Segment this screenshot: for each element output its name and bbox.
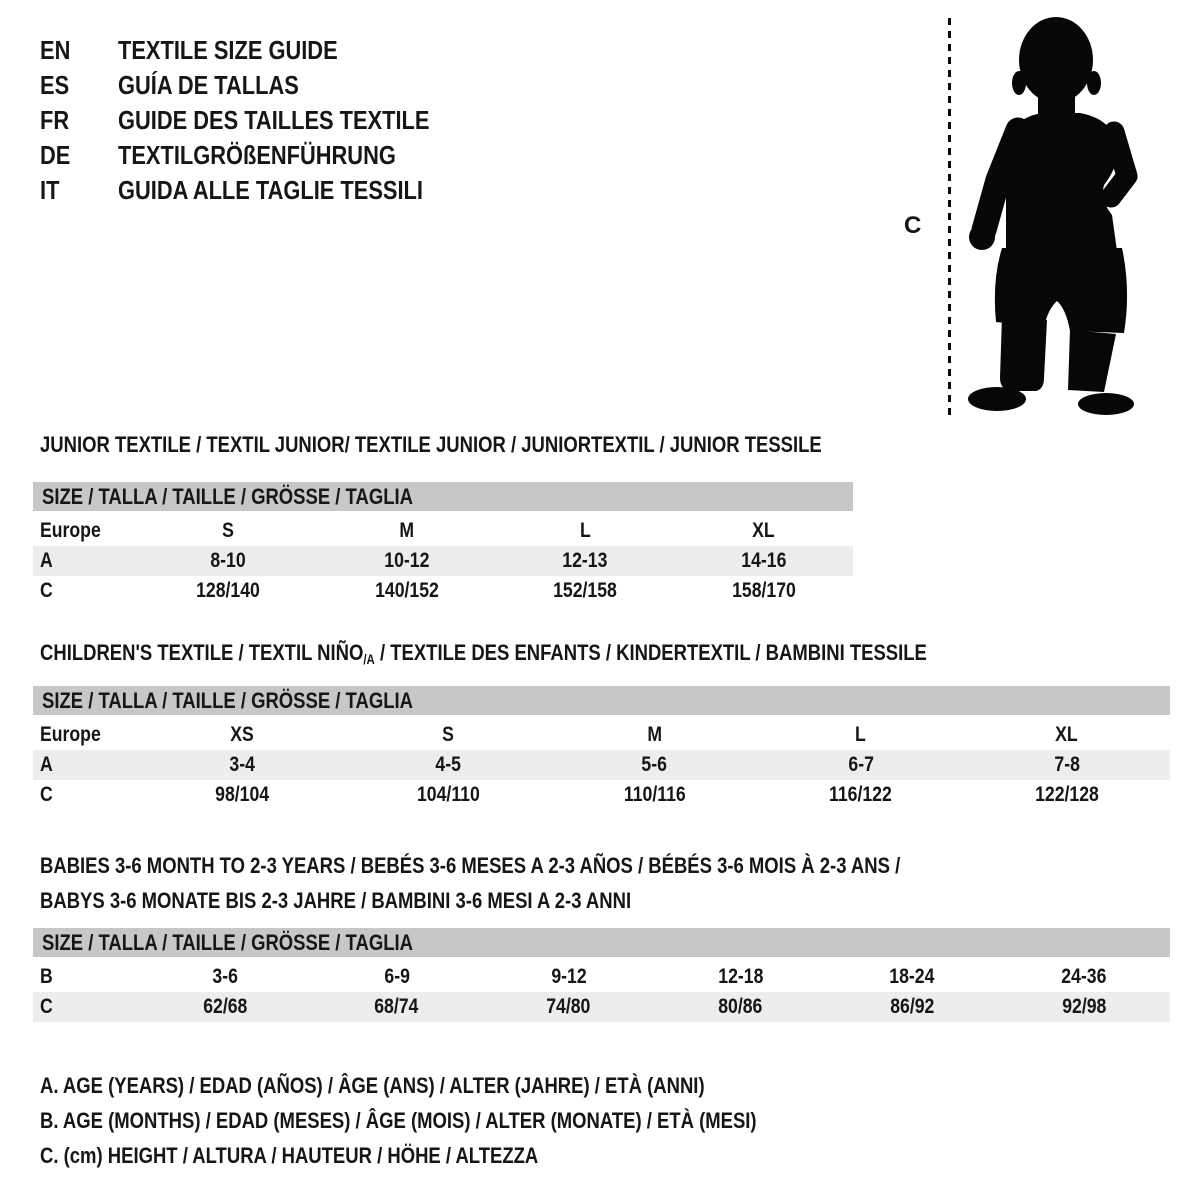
table-cell: A xyxy=(40,549,53,572)
table-cell: 5-6 xyxy=(641,753,668,776)
table-cell: C xyxy=(40,783,53,806)
lang-code: ES xyxy=(40,70,70,100)
toddler-silhouette xyxy=(968,17,1138,415)
table-cell: 104/110 xyxy=(416,783,480,806)
guide-title-fr: GUIDE DES TAILLES TEXTILE xyxy=(118,105,430,135)
table-row: C 128/140 140/152 152/158 158/170 xyxy=(33,576,853,606)
table-cell: 3-4 xyxy=(229,753,255,776)
table-cell: 140/152 xyxy=(374,579,439,602)
table-cell: M xyxy=(399,519,415,542)
lang-row-fr: FR GUIDE DES TAILLES TEXTILE xyxy=(40,103,489,138)
children-section-title: CHILDREN'S TEXTILE / TEXTIL NIÑO/A / TEX… xyxy=(40,640,927,667)
guide-title-de: TEXTILGRÖßENFÜHRUNG xyxy=(118,140,396,170)
lang-row-en: EN TEXTILE SIZE GUIDE xyxy=(40,33,489,68)
table-cell: 74/80 xyxy=(546,995,591,1018)
table-cell: 3-6 xyxy=(212,965,238,988)
note-height-cm: C. (cm) HEIGHT / ALTURA / HAUTEUR / HÖHE… xyxy=(40,1143,539,1168)
table-cell: L xyxy=(855,723,867,746)
lang-code: FR xyxy=(40,105,70,135)
size-header-bar: SIZE / TALLA / TAILLE / GRÖSSE / TAGLIA xyxy=(33,482,853,511)
table-row: B 3-6 6-9 9-12 12-18 18-24 24-36 xyxy=(33,962,1170,992)
table-cell: Europe xyxy=(40,519,101,542)
table-row: A 3-4 4-5 5-6 6-7 7-8 xyxy=(33,750,1170,780)
table-cell: XL xyxy=(1055,723,1079,746)
table-cell: 86/92 xyxy=(890,995,935,1018)
children-size-table: SIZE / TALLA / TAILLE / GRÖSSE / TAGLIA … xyxy=(33,686,1170,810)
table-cell: 62/68 xyxy=(202,995,247,1018)
size-header-bar: SIZE / TALLA / TAILLE / GRÖSSE / TAGLIA xyxy=(33,928,1170,957)
language-title-list: EN TEXTILE SIZE GUIDE ES GUÍA DE TALLAS … xyxy=(40,33,489,208)
table-row: A 8-10 10-12 12-13 14-16 xyxy=(33,546,853,576)
table-cell: 92/98 xyxy=(1061,995,1107,1018)
table-cell: 4-5 xyxy=(435,753,462,776)
table-cell: Europe xyxy=(40,723,101,746)
table-cell: 18-24 xyxy=(889,965,935,988)
table-cell: M xyxy=(647,723,662,746)
legend-notes: A. AGE (YEARS) / EDAD (AÑOS) / ÂGE (ANS)… xyxy=(40,1068,893,1173)
table-cell: A xyxy=(40,753,53,776)
table-cell: 98/104 xyxy=(215,783,270,806)
guide-title-it: GUIDA ALLE TAGLIE TESSILI xyxy=(118,175,423,205)
table-cell: XL xyxy=(752,519,776,542)
table-row: Europe S M L XL xyxy=(33,516,853,546)
junior-section-title: JUNIOR TEXTILE / TEXTIL JUNIOR/ TEXTILE … xyxy=(40,432,822,457)
table-row: C 98/104 104/110 110/116 116/122 122/128 xyxy=(33,780,1170,810)
table-cell: 80/86 xyxy=(718,995,763,1018)
guide-title-es: GUÍA DE TALLAS xyxy=(118,70,299,100)
table-cell: 128/140 xyxy=(196,579,261,602)
table-cell: 10-12 xyxy=(384,549,430,572)
lang-code: DE xyxy=(40,140,71,170)
lang-row-es: ES GUÍA DE TALLAS xyxy=(40,68,489,103)
table-cell: 12-13 xyxy=(562,549,608,572)
table-cell: 152/158 xyxy=(553,579,618,602)
table-cell: C xyxy=(40,579,53,602)
table-cell: S xyxy=(222,519,235,542)
table-cell: C xyxy=(40,995,53,1018)
table-cell: 8-10 xyxy=(210,549,246,572)
table-cell: XS xyxy=(230,723,254,746)
table-cell: 158/170 xyxy=(731,579,796,602)
table-cell: L xyxy=(579,519,591,542)
table-cell: 116/122 xyxy=(829,783,893,806)
table-cell: 6-9 xyxy=(383,965,410,988)
babies-section-title: BABIES 3-6 MONTH TO 2-3 YEARS / BEBÉS 3-… xyxy=(40,853,901,913)
table-cell: S xyxy=(442,723,455,746)
table-cell: 6-7 xyxy=(847,753,874,776)
junior-size-table: SIZE / TALLA / TAILLE / GRÖSSE / TAGLIA … xyxy=(33,482,853,606)
table-cell: 12-18 xyxy=(717,965,763,988)
table-cell: 110/116 xyxy=(623,783,686,806)
height-dashed-line xyxy=(948,18,951,418)
lang-code: EN xyxy=(40,35,71,65)
height-measure-label: C xyxy=(904,212,922,239)
note-age-months: B. AGE (MONTHS) / EDAD (MESES) / ÂGE (MO… xyxy=(40,1108,757,1133)
nino-a-subscript: /A xyxy=(363,651,375,667)
babies-size-table: SIZE / TALLA / TAILLE / GRÖSSE / TAGLIA … xyxy=(33,928,1170,1022)
table-row: Europe XS S M L XL xyxy=(33,720,1170,750)
table-cell: 24-36 xyxy=(1061,965,1107,988)
table-cell: 9-12 xyxy=(550,965,587,988)
lang-row-it: IT GUIDA ALLE TAGLIE TESSILI xyxy=(40,173,489,208)
table-row: C 62/68 68/74 74/80 80/86 86/92 92/98 xyxy=(33,992,1170,1022)
lang-code: IT xyxy=(40,175,60,205)
lang-row-de: DE TEXTILGRÖßENFÜHRUNG xyxy=(40,138,489,173)
table-cell: B xyxy=(40,965,53,988)
table-cell: 68/74 xyxy=(374,995,419,1018)
guide-title-en: TEXTILE SIZE GUIDE xyxy=(118,35,338,65)
table-cell: 7-8 xyxy=(1054,753,1080,776)
note-age-years: A. AGE (YEARS) / EDAD (AÑOS) / ÂGE (ANS)… xyxy=(40,1073,705,1098)
table-cell: 14-16 xyxy=(741,549,787,572)
table-cell: 122/128 xyxy=(1034,783,1099,806)
size-header-bar: SIZE / TALLA / TAILLE / GRÖSSE / TAGLIA xyxy=(33,686,1170,715)
